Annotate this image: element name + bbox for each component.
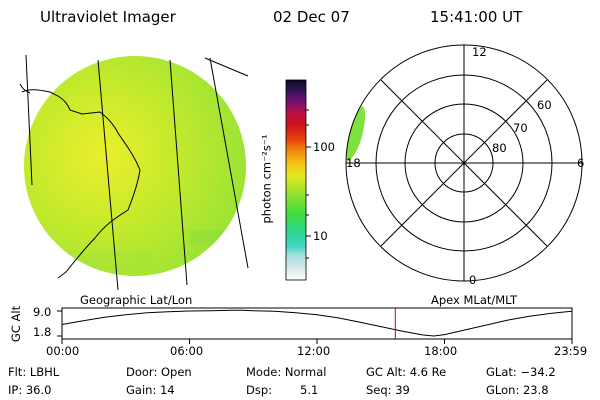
earth-disk — [24, 56, 246, 276]
colorbar — [285, 79, 311, 281]
gc-alt-ticks — [57, 310, 573, 344]
meridian-line — [97, 59, 119, 291]
gc-alt-line — [61, 309, 572, 337]
mlt-label-12: 12 — [472, 45, 487, 59]
mode-status: Mode: Normal — [246, 365, 327, 379]
gc-alt-xtick: 06:00 — [170, 344, 204, 358]
gc-alt-frame — [61, 307, 573, 340]
mlat-label-70: 70 — [513, 121, 528, 135]
colorbar-tick-10: 10 — [313, 229, 328, 243]
mlt-label-0: 0 — [469, 273, 477, 287]
geographic-panel-label: Geographic Lat/Lon — [80, 293, 193, 307]
gc-alt-ylabel: GC Alt — [9, 305, 24, 343]
gc-alt-xtick: 12:00 — [297, 344, 331, 358]
dsp-value: 5.1 — [300, 383, 319, 397]
gc-alt-xtick: 00:00 — [46, 344, 80, 358]
gain-status: Gain: 14 — [126, 383, 175, 397]
ip-status: IP: 36.0 — [8, 383, 52, 397]
mlat-label-80: 80 — [492, 141, 507, 155]
mlt-label-6: 6 — [577, 156, 585, 170]
coastline-fragment — [19, 83, 31, 94]
gc-alt-ytick-min: 1.8 — [33, 325, 52, 339]
glat-status: GLat: −34.2 — [486, 365, 556, 379]
dsp-label: Dsp: — [246, 383, 273, 397]
meridian-line — [25, 54, 33, 186]
door-status: Door: Open — [126, 365, 192, 379]
filter-status: Flt: LBHL — [8, 365, 60, 379]
latitude-line — [204, 57, 249, 77]
seq-status: Seq: 39 — [366, 383, 410, 397]
colorbar-unit-label: photon cm⁻²s⁻¹ — [259, 134, 274, 224]
mlt-line-diagonal — [380, 79, 548, 247]
gc-alt-xtick: 18:00 — [424, 344, 458, 358]
colorbar-scale — [285, 79, 307, 281]
meridian-line — [169, 59, 188, 286]
mlat-label-60: 60 — [537, 98, 552, 112]
date-label: 02 Dec 07 — [273, 8, 350, 26]
apex-panel-label: Apex MLat/MLT — [431, 293, 518, 307]
gc-alt-plot — [57, 307, 573, 344]
glon-status: GLon: 23.8 — [486, 383, 549, 397]
geographic-image-panel — [19, 54, 249, 291]
gc-alt-ytick-max: 9.0 — [33, 305, 52, 319]
coastline — [21, 89, 141, 279]
auroral-oval — [346, 106, 366, 162]
app-title: Ultraviolet Imager — [40, 8, 176, 26]
gc-alt-xtick: 23:59 — [554, 344, 588, 358]
gc-alt-status: GC Alt: 4.6 Re — [366, 365, 447, 379]
meridian-line — [209, 57, 249, 269]
colorbar-tick-100: 100 — [313, 140, 335, 154]
mlt-label-18: 18 — [346, 156, 361, 170]
polar-plot — [345, 44, 583, 282]
time-label: 15:41:00 UT — [430, 8, 523, 26]
